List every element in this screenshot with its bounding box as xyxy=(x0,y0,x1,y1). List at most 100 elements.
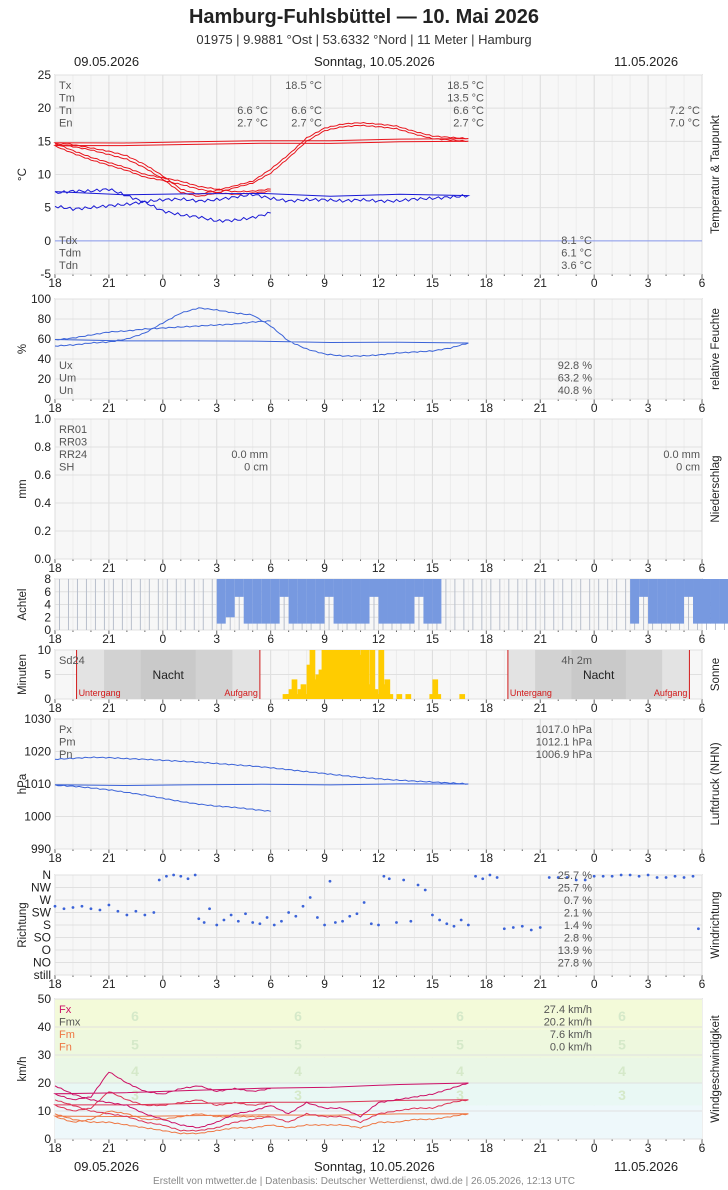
wind-direction-point xyxy=(98,908,102,912)
temperature-panel: 18 21 0 3 6 9 12 15 18 21 0 3 6 Temperatur & Taupunkt… xyxy=(17,68,722,290)
wind-direction-point xyxy=(673,874,677,878)
wind-direction-panel: 18 21 0 3 6 9 12 15 18 21 0 3 6WindrichtungRichtungN… xyxy=(17,868,722,991)
cloud-bar xyxy=(225,579,235,618)
wind-direction-point xyxy=(466,923,470,927)
wind-direction-point xyxy=(53,904,57,908)
pressure-ytick: 990 xyxy=(31,842,51,856)
temperature-stat-key: En xyxy=(59,118,72,130)
pressure-xtick: 18 xyxy=(48,851,62,865)
wind-direction-point xyxy=(143,913,147,917)
wind-direction-point xyxy=(377,923,380,927)
sun-bar xyxy=(435,694,442,699)
beaufort-band xyxy=(55,1057,702,1083)
sun-bar xyxy=(396,694,403,699)
clouds-xtick: 21 xyxy=(534,632,548,646)
precipitation-xtick: 21 xyxy=(534,561,548,575)
clouds-xtick: 18 xyxy=(480,632,494,646)
wind-direction-point xyxy=(341,919,344,923)
sun-bar xyxy=(324,650,331,699)
wind-direction-point xyxy=(438,918,442,922)
clouds-ylabel: Achtel xyxy=(17,589,29,621)
cloud-bar xyxy=(702,579,711,624)
sun-bar xyxy=(312,679,319,699)
wind-direction-share: 25.7 % xyxy=(558,870,592,882)
sun-bar xyxy=(387,694,394,699)
date-right: 11.05.2026 xyxy=(614,54,679,69)
temperature-xtick: 6 xyxy=(267,276,274,290)
beaufort-label: 3 xyxy=(456,1087,464,1103)
wind-direction-point xyxy=(71,906,75,909)
night-label: Nacht xyxy=(583,668,615,682)
temperature-stat-key: Tm xyxy=(59,93,75,105)
sun-bar xyxy=(330,650,337,699)
wind-direction-point xyxy=(610,874,614,878)
sun-bar xyxy=(381,684,388,699)
precipitation-stat-key: SH xyxy=(59,462,74,474)
temperature-dew-key: Tdx xyxy=(59,235,78,247)
sunshine-xtick: 3 xyxy=(645,701,652,715)
cloud-bar xyxy=(297,579,307,624)
humidity-ylabel: % xyxy=(17,344,29,354)
wind-direction-point xyxy=(556,876,560,879)
sun-bar xyxy=(336,650,343,699)
wind-speed-stat-key: Fm xyxy=(59,1029,75,1041)
precipitation-stat-value: 0 cm xyxy=(676,462,700,474)
temperature-ytick: 20 xyxy=(38,101,52,115)
humidity-stat-key: Um xyxy=(59,373,76,385)
wind-direction-point xyxy=(369,922,373,926)
wind-speed-xtick: 0 xyxy=(591,1141,598,1155)
wind-direction-point xyxy=(355,912,359,916)
pressure-stat-value: 1012.1 hPa xyxy=(536,737,593,749)
date-center-bottom: Sonntag, 10.05.2026 xyxy=(314,1159,435,1174)
sun-bar xyxy=(429,694,436,699)
wind-direction-xtick: 21 xyxy=(534,977,548,991)
wind-direction-point xyxy=(208,907,211,911)
sun-bar xyxy=(321,650,328,699)
wind-direction-point xyxy=(423,888,427,892)
temperature-stat-value: 18.5 °C xyxy=(285,80,322,92)
wind-direction-point xyxy=(165,874,168,878)
sunshine-xtick: 9 xyxy=(321,701,328,715)
sunshine-xtick: 15 xyxy=(426,701,440,715)
sun-bar xyxy=(405,694,412,699)
beaufort-label: 6 xyxy=(131,1008,139,1024)
wind-direction-point xyxy=(301,904,305,908)
wind-speed-ytick: 20 xyxy=(38,1076,52,1090)
wind-direction-point xyxy=(157,878,161,882)
temperature-stat-value: 7.2 °C xyxy=(669,105,700,117)
wind-direction-category: W xyxy=(40,893,52,907)
wind-direction-point xyxy=(409,919,413,923)
precipitation-xtick: 3 xyxy=(213,561,220,575)
clouds-xtick: 6 xyxy=(267,632,274,646)
temperature-stat-value: 18.5 °C xyxy=(447,80,484,92)
pressure-stat-key: Pm xyxy=(59,737,76,749)
wind-direction-share: 2.8 % xyxy=(564,933,592,945)
cloud-bar xyxy=(432,579,442,624)
temperature-xtick: 0 xyxy=(159,276,166,290)
wind-direction-xtick: 12 xyxy=(372,977,386,991)
wind-direction-share: 27.8 % xyxy=(558,958,592,970)
sunshine-xtick: 0 xyxy=(591,701,598,715)
cloud-bar xyxy=(315,579,325,624)
humidity-xtick: 21 xyxy=(534,401,548,415)
wind-direction-point xyxy=(294,914,298,918)
date-left: 09.05.2026 xyxy=(74,54,140,69)
temperature-xtick: 21 xyxy=(534,276,548,290)
wind-direction-point xyxy=(280,919,283,923)
beaufort-label: 4 xyxy=(131,1063,139,1079)
cloud-bar xyxy=(261,579,271,624)
precipitation-xtick: 18 xyxy=(48,561,62,575)
wind-direction-point xyxy=(488,873,492,877)
cloud-bar xyxy=(216,579,226,624)
temperature-stat-value: 2.7 °C xyxy=(291,118,322,130)
beaufort-label: 3 xyxy=(618,1087,626,1103)
sun-bar xyxy=(459,694,466,699)
pressure-xtick: 9 xyxy=(321,851,328,865)
night-label: Nacht xyxy=(153,668,185,682)
precipitation-ytick: 0.0 xyxy=(34,552,51,566)
wind-speed-ytick: 40 xyxy=(38,1020,52,1034)
pressure-xtick: 21 xyxy=(102,851,116,865)
wind-direction-point xyxy=(619,873,623,877)
wind-direction-point xyxy=(89,907,93,911)
humidity-xtick: 9 xyxy=(321,401,328,415)
